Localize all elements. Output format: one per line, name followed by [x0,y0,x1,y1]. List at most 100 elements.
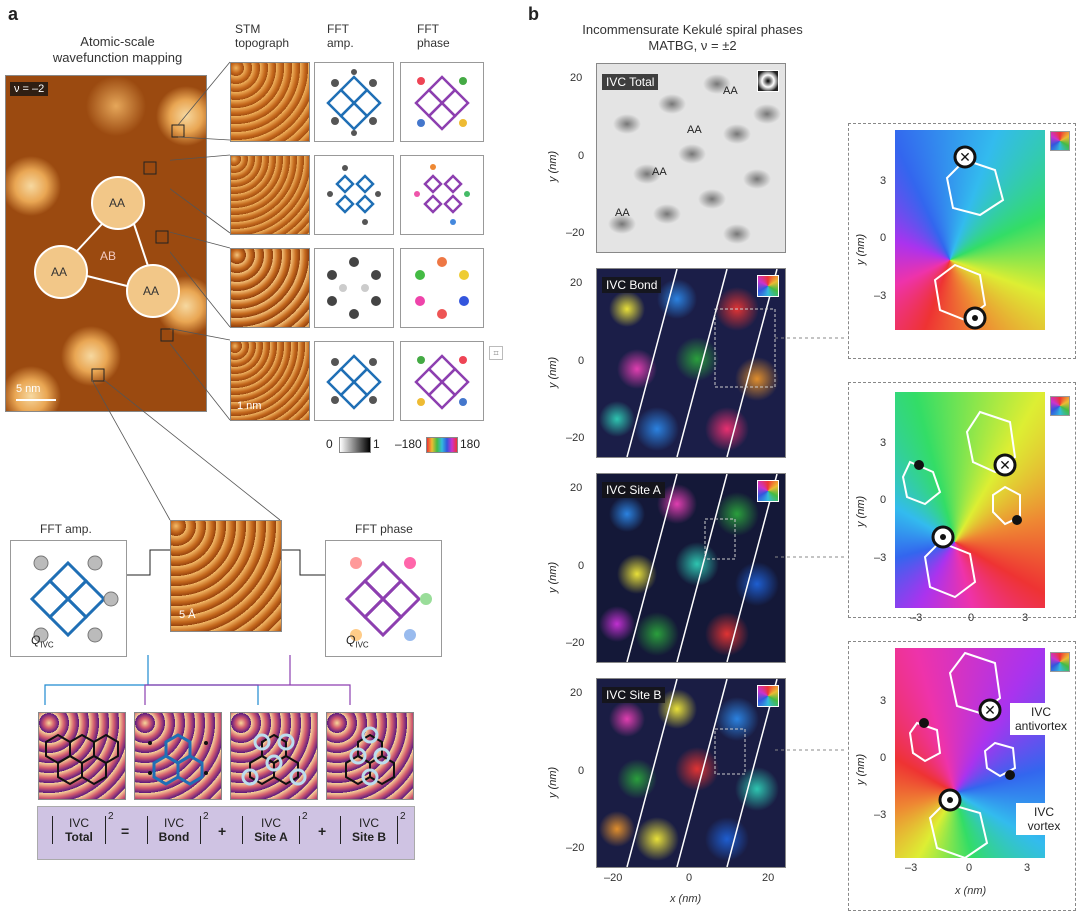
svg-text:✕: ✕ [959,150,971,166]
ivc-total-map: IVC Total AA AA AA AA [596,63,786,253]
z2-x-3: 3 [1022,612,1029,624]
decomp-site-b-map [326,712,414,800]
lower-connectors [44,380,351,705]
zoom-2-inset [1050,396,1070,416]
eq-total-label: Total [65,830,93,844]
eq-total-sq: 2 [108,811,114,822]
eq-bond-sq: 2 [203,811,209,822]
site-b-y-20: 20 [570,687,583,699]
x-tick-20: 20 [762,872,775,884]
site-b-inset [757,685,779,707]
scale-5A: 5 Å [179,609,196,621]
large-stm-map: ν = –2 AA AA AA AB 5 nm [5,75,207,412]
total-aa-4: AA [615,207,630,219]
site-a-inset [757,480,779,502]
ivc-site-a-map: IVC Site A [596,473,786,663]
map-label-total: IVC Total [602,74,659,90]
zoom-dashed-links [775,337,847,751]
total-aa-1: AA [723,85,738,97]
eq-total: IVC Total [52,816,106,844]
stm-tile-4: 1 nm [230,341,310,421]
fft-amp-tile-2 [314,155,394,235]
svg-text:✕: ✕ [984,703,996,719]
total-aa-3: AA [652,166,667,178]
phase-colorbar [426,437,458,453]
decomp-total-map [38,712,126,800]
aa-label-1: AA [109,196,126,210]
z2-y-n3: –3 [874,552,887,564]
panel-a-letter: a [8,4,19,24]
x-tick-0: 0 [686,872,693,884]
z3-y-label: y (nm) [855,753,867,785]
eq-bond-ivc: IVC [163,816,184,830]
vortex-callout: IVC vortex [1016,803,1072,835]
site-a-y-20: 20 [570,482,583,494]
col-phase-heading: FFT phase [417,22,450,50]
equation-box [37,806,415,860]
bottom-fft-amp: QIVC [10,540,127,657]
ivc-site-b-map: IVC Site B [596,678,786,868]
eq-site-b-label: Site B [351,830,386,844]
z1-y-0: 0 [880,232,887,244]
eq-site-a-label: Site A [254,830,288,844]
ab-label: AB [100,249,117,263]
z1-y-3: 3 [880,175,887,187]
fft-amp-tile-4 [314,341,394,421]
bond-y-n20: –20 [566,432,585,444]
z1-y-n3: –3 [874,290,887,302]
phase-max-label: 180 [460,437,481,451]
q-ivc-amp-main: Q [31,633,41,647]
amp-colorbar [339,437,371,453]
bond-y-label: y (nm) [547,356,559,388]
fft-phase-tile-1 [400,62,484,142]
zoom-frame-3 [848,641,1076,911]
site-b-y-label: y (nm) [547,766,559,798]
q-ivc-phase-sub: IVC [355,640,369,650]
z2-y-0: 0 [880,494,887,506]
zoom-frame-2 [848,382,1076,618]
fft-amp-tile-1 [314,62,394,142]
panel-b-title-2: MATBG, ν = ±2 [648,38,737,53]
export-icon[interactable]: ⌗ [489,346,503,360]
bond-inset [757,275,779,297]
eq-plus-1: + [218,823,227,839]
bottom-fft-phase: QIVC [325,540,442,657]
site-a-y-label: y (nm) [547,561,559,593]
eq-site-b-ivc: IVC [358,816,379,830]
q-ivc-amp-sub: IVC [40,640,54,650]
eq-site-b: IVC Site B [340,816,398,844]
phase-min-label: –180 [395,437,422,451]
map-label-bond: IVC Bond [602,277,662,293]
bottom-phase-heading: FFT phase [355,522,413,536]
fft-phase-tile-2 [400,155,484,235]
stm-tile-2 [230,155,310,235]
fft-phase-tile-4 [400,341,484,421]
zoom-1-inset [1050,131,1070,151]
decomp-bond-map [134,712,222,800]
total-y-20: 20 [570,72,583,84]
eq-bond-label: Bond [158,830,190,844]
fft-amp-tile-3 [314,248,394,328]
eq-equals: = [121,823,130,839]
q-ivc-phase-main: Q [346,633,356,647]
col-amp-heading: FFT amp. [327,22,354,50]
filling-label: ν = –2 [10,82,49,96]
z3-y-0: 0 [880,752,887,764]
amp-max-label: 1 [373,437,380,451]
z3-y-n3: –3 [874,809,887,821]
map-label-site-a: IVC Site A [602,482,665,498]
q-ivc-amp: QIVC [31,633,54,649]
z1-y-label: y (nm) [855,233,867,265]
z2-x-n3: –3 [910,612,923,624]
z3-x-label: x (nm) [955,885,987,897]
z3-x-3: 3 [1024,862,1031,874]
aa-label-3: AA [143,284,160,298]
ivc-bond-map: IVC Bond [596,268,786,458]
svg-text:✕: ✕ [999,458,1011,474]
q-ivc-phase: QIVC [346,633,369,649]
total-aa-2: AA [687,124,702,136]
bond-y-0: 0 [578,355,585,367]
eq-site-b-sq: 2 [400,811,406,822]
panel-b-title-1: Incommensurate Kekulé spiral phases [582,22,803,37]
eq-total-ivc: IVC [68,816,89,830]
